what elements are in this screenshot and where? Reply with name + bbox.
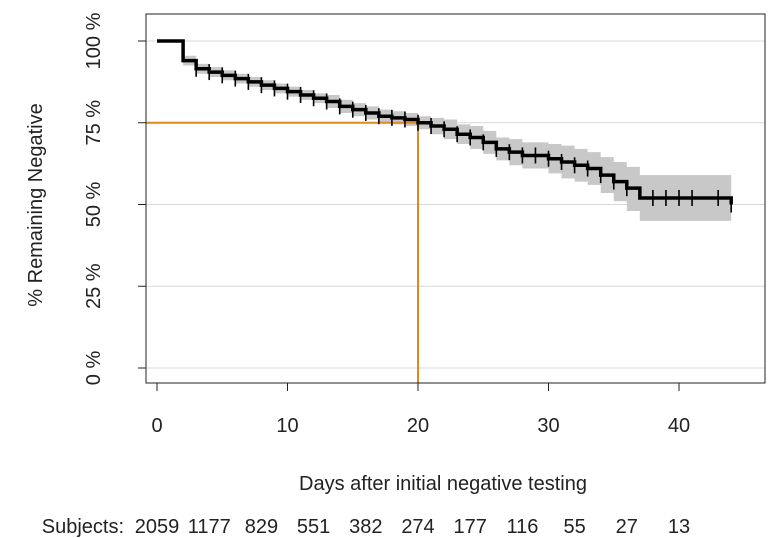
risk-table-value: 177 [454,516,487,538]
risk-table-value: 551 [297,516,330,538]
risk-table-value: 55 [563,516,585,538]
y-tick-label: 25 % [83,263,105,309]
y-tick-label: 0 % [83,351,105,386]
x-axis-label: Days after initial negative testing [299,473,587,495]
x-tick-label: 30 [537,415,559,437]
risk-table-label: Subjects: [42,516,124,538]
reference-lines [146,121,419,383]
risk-table-value: 1177 [188,516,231,538]
x-tick-label: 40 [668,415,690,437]
y-axis-label: % Remaining Negative [25,103,47,306]
y-tick-label: 100 % [83,12,105,69]
risk-table-value: 2059 [135,516,180,538]
risk-table: Subjects: 2059 1177 829 551 382 274 177 116 55 27… [42,516,690,538]
x-axis: 0 10 20 30 40 [151,382,690,437]
risk-table-value: 116 [506,516,538,538]
risk-table-value: 274 [401,516,434,538]
risk-table-value: 13 [668,516,690,538]
risk-table-value: 829 [245,516,278,538]
x-tick-label: 20 [407,415,429,437]
censor-marks [195,60,733,213]
y-tick-label: 75 % [83,100,105,146]
x-tick-label: 10 [276,415,298,437]
x-tick-label: 0 [151,415,162,437]
risk-table-value: 27 [616,516,638,538]
risk-table-value: 382 [349,516,382,538]
y-axis: 0 % 25 % 50 % 75 % 100 % [83,12,147,386]
y-tick-label: 50 % [83,181,105,227]
